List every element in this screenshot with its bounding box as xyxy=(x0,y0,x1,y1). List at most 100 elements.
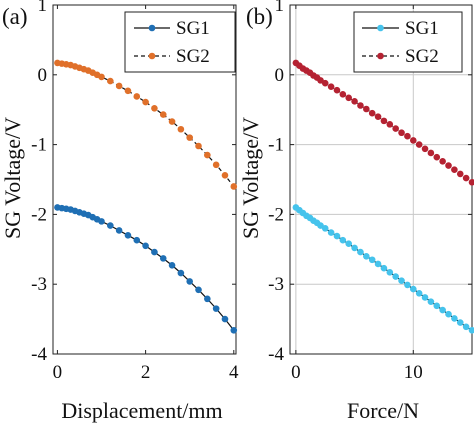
data-point-sg1 xyxy=(168,262,176,269)
data-point-sg2 xyxy=(107,77,114,85)
legend-entry-sg2: SG2 xyxy=(405,46,439,67)
data-point-sg2 xyxy=(439,158,446,165)
data-point-sg2 xyxy=(427,149,435,157)
data-point-sg1 xyxy=(380,264,388,272)
legend-entry-sg1: SG1 xyxy=(176,18,210,39)
x-tick-label: 0 xyxy=(53,362,63,383)
data-point-sg1 xyxy=(451,315,458,322)
data-point-sg2 xyxy=(374,113,382,120)
data-point-sg2 xyxy=(333,86,341,94)
data-point-sg2 xyxy=(351,98,358,105)
data-point-sg2 xyxy=(421,145,429,153)
panel-b-label: (b) xyxy=(246,4,273,29)
legend-marker-sg2 xyxy=(148,52,156,60)
data-point-sg1 xyxy=(321,225,329,232)
data-point-sg1 xyxy=(339,236,347,244)
data-point-sg1 xyxy=(345,240,353,248)
data-point-sg2 xyxy=(380,117,388,125)
data-point-sg1 xyxy=(327,229,335,236)
data-point-sg2 xyxy=(195,142,202,150)
data-point-sg2 xyxy=(392,125,399,132)
legend-entry-sg2: SG2 xyxy=(176,46,210,67)
data-point-sg1 xyxy=(212,305,220,312)
data-point-sg1 xyxy=(124,232,132,239)
data-point-sg2 xyxy=(345,94,353,102)
data-point-sg1 xyxy=(133,236,141,244)
data-point-sg1 xyxy=(445,310,452,318)
data-point-sg1 xyxy=(151,248,158,256)
y-tick-label: 1 xyxy=(275,0,285,16)
y-tick-label: 0 xyxy=(275,65,285,86)
data-point-sg1 xyxy=(230,326,238,334)
y-tick-label: 1 xyxy=(38,0,48,16)
y-tick-label: 0 xyxy=(38,65,48,86)
data-point-sg1 xyxy=(398,277,405,285)
panel-a-axes: 1 0 -1 -2 -3 -4 0 2 4 xyxy=(31,0,239,383)
panel-b-plot xyxy=(292,59,474,334)
data-point-sg2 xyxy=(363,105,370,113)
data-point-sg2 xyxy=(204,151,211,159)
data-point-sg1 xyxy=(142,242,149,250)
data-point-sg2 xyxy=(142,98,149,106)
data-point-sg1 xyxy=(392,273,399,280)
y-tick-label: -4 xyxy=(268,344,284,365)
x-tick-label: 0 xyxy=(291,362,301,383)
data-point-sg1 xyxy=(386,269,394,276)
data-point-sg2 xyxy=(456,170,464,178)
data-point-sg1 xyxy=(177,269,185,277)
x-tick-label: 2 xyxy=(141,362,151,383)
data-point-sg2 xyxy=(398,129,405,137)
data-point-sg1 xyxy=(333,232,341,240)
data-point-sg1 xyxy=(357,248,364,256)
panel-a-ylabel: SG Voltage/V xyxy=(0,117,25,239)
legend-marker-sg1 xyxy=(377,24,384,32)
data-point-sg1 xyxy=(363,252,370,260)
data-point-sg2 xyxy=(368,109,376,117)
panel-b-xlabel: Force/N xyxy=(347,398,419,423)
series-line-sg1 xyxy=(57,206,235,331)
data-point-sg1 xyxy=(98,218,105,225)
data-point-sg2 xyxy=(415,141,423,148)
legend-marker-sg1 xyxy=(148,24,156,32)
data-point-sg1 xyxy=(204,295,211,303)
data-point-sg1 xyxy=(159,255,167,262)
data-point-sg2 xyxy=(124,87,132,95)
data-point-sg2 xyxy=(98,73,105,81)
data-point-sg1 xyxy=(351,244,358,252)
y-tick-label: -3 xyxy=(268,274,284,295)
data-point-sg2 xyxy=(404,132,411,140)
data-point-sg2 xyxy=(321,79,329,87)
y-tick-label: -4 xyxy=(31,344,47,365)
panel-a-xlabel: Displacement/mm xyxy=(61,398,222,423)
data-point-sg2 xyxy=(357,102,364,109)
data-point-sg1 xyxy=(374,260,382,268)
legend-marker-sg2 xyxy=(377,52,384,60)
data-point-sg2 xyxy=(386,121,394,128)
data-point-sg1 xyxy=(107,222,114,229)
x-tick-label: 10 xyxy=(404,362,423,383)
data-point-sg2 xyxy=(221,172,229,179)
panel-b: 10-1-2-3-40 10 (b) Force/N SG Voltage/V S… xyxy=(238,0,474,423)
data-point-sg1 xyxy=(421,294,429,301)
data-point-sg2 xyxy=(212,161,220,169)
data-point-sg1 xyxy=(409,285,417,293)
panel-a-plot xyxy=(54,59,238,334)
legend-entry-sg1: SG1 xyxy=(405,18,439,39)
data-point-sg1 xyxy=(195,286,202,294)
panel-a: 1 0 -1 -2 -3 -4 0 2 4 (a) Displacement/mm SG Vol… xyxy=(0,0,239,423)
panel-a-legend: SG1 SG2 xyxy=(124,11,236,73)
data-point-sg2 xyxy=(133,93,141,100)
data-point-sg1 xyxy=(462,323,470,331)
y-tick-label: -3 xyxy=(31,274,47,295)
data-point-sg2 xyxy=(339,91,347,98)
y-tick-label: -2 xyxy=(31,204,47,225)
panel-b-legend: SG1 SG2 xyxy=(353,11,463,73)
data-point-sg1 xyxy=(439,306,446,314)
data-point-sg2 xyxy=(159,111,167,118)
data-point-sg2 xyxy=(409,137,417,144)
data-point-sg2 xyxy=(168,118,176,125)
data-point-sg1 xyxy=(433,302,441,310)
y-tick-label: -1 xyxy=(31,135,47,156)
data-point-sg2 xyxy=(230,183,238,190)
